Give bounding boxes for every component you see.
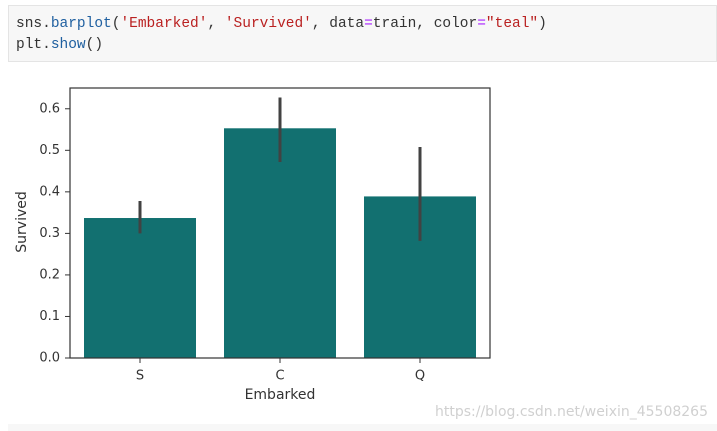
y-tick-label: 0.6 (39, 101, 60, 116)
plot-frame (69, 87, 491, 359)
x-tick-label: Q (415, 369, 425, 384)
code-token: barplot (50, 16, 112, 32)
y-tick-label: 0.4 (39, 184, 60, 199)
y-tick-label: 0.0 (39, 351, 60, 366)
code-token: train, color (372, 16, 478, 32)
code-token: plt. (16, 37, 51, 53)
code-token: show (50, 37, 86, 53)
bar (224, 128, 336, 358)
y-axis-label: Survived (14, 191, 30, 252)
code-token: () (85, 37, 104, 53)
y-tick-label: 0.5 (39, 143, 60, 158)
code-cell[interactable]: sns.barplot('Embarked', 'Survived', data… (8, 5, 717, 62)
x-axis-label: Embarked (245, 387, 316, 403)
code-token: = (364, 16, 373, 32)
code-line: plt.show() (16, 37, 103, 53)
y-tick-label: 0.1 (39, 309, 60, 324)
code-token: "teal" (485, 16, 539, 32)
code-token: ) (538, 16, 547, 32)
code-token: , data (311, 16, 365, 32)
y-tick-label: 0.2 (39, 267, 60, 282)
watermark: https://blog.csdn.net/weixin_45508265 (435, 404, 708, 420)
code-token: = (477, 16, 486, 32)
next-cell (8, 424, 717, 431)
code-token: sns. (16, 16, 51, 32)
code-token: , (207, 16, 225, 32)
x-tick-label: S (136, 369, 144, 384)
code-line: sns.barplot('Embarked', 'Survived', data… (16, 16, 547, 32)
y-tick-label: 0.3 (39, 226, 60, 241)
code-token: 'Embarked' (120, 16, 208, 32)
bar (84, 218, 196, 358)
x-tick-label: C (275, 369, 284, 384)
code-token: 'Survived' (224, 16, 312, 32)
code-token: ( (111, 16, 121, 32)
